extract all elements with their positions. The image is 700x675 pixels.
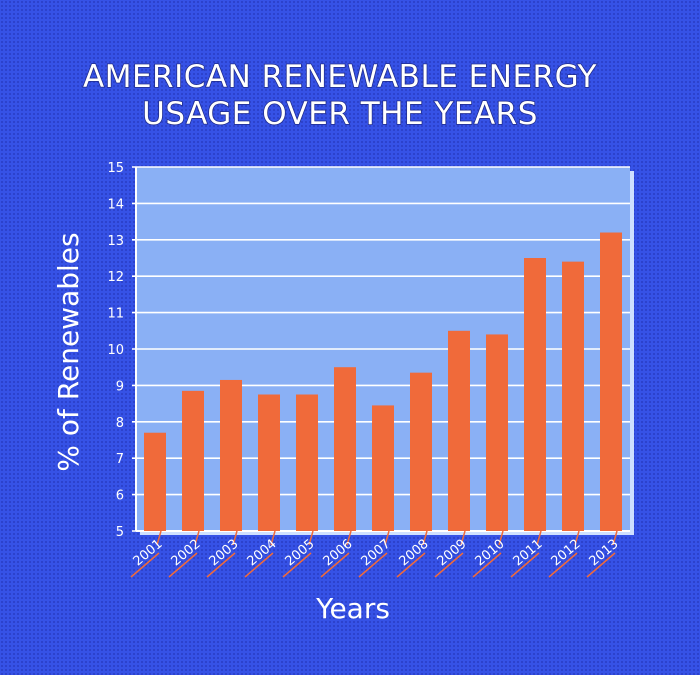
bar-2002: [182, 390, 204, 531]
x-tick-label: 2003: [207, 537, 242, 570]
x-label-underline: [244, 552, 274, 578]
y-tick-label: 14: [107, 197, 124, 212]
x-tick-label: 2011: [511, 537, 546, 570]
x-tick: [194, 530, 200, 546]
x-tick: [460, 530, 466, 546]
bar-2007: [372, 405, 394, 531]
y-tick-label: 11: [107, 307, 124, 322]
x-tick: [574, 530, 580, 546]
x-tick: [270, 530, 276, 546]
x-tick: [422, 530, 428, 546]
chart-title: AMERICAN RENEWABLE ENERGY USAGE OVER THE…: [82, 58, 597, 133]
chart-title-line-1: AMERICAN RENEWABLE ENERGY: [83, 59, 597, 95]
bar-2009: [448, 330, 470, 531]
x-tick-label: 2007: [359, 537, 394, 570]
bar-2013: [600, 232, 622, 531]
y-tick-label: 9: [116, 379, 124, 394]
y-tick-label: 13: [107, 234, 124, 249]
x-tick-label: 2002: [169, 537, 204, 570]
x-tick-label: 2004: [245, 537, 280, 570]
y-axis-title: % of Renewables: [52, 232, 85, 471]
x-label-underline: [472, 552, 502, 578]
x-label-underline: [206, 552, 236, 578]
y-tick-label: 6: [116, 489, 124, 504]
y-tick-label: 10: [107, 343, 124, 358]
y-tick-label: 15: [107, 161, 124, 176]
x-label-underline: [282, 552, 312, 578]
bar-2008: [410, 372, 432, 531]
chart-title-line-2: USAGE OVER THE YEARS: [142, 96, 538, 132]
x-tick: [384, 530, 390, 546]
x-label-underline: [434, 552, 464, 578]
bar-2006: [334, 367, 356, 531]
x-tick-label: 2009: [435, 537, 470, 570]
x-tick-label: 2010: [473, 537, 508, 570]
y-tick-label: 12: [107, 270, 124, 285]
x-tick: [308, 530, 314, 546]
x-axis-title: Years: [315, 592, 390, 625]
x-tick-label: 2008: [397, 537, 432, 570]
y-tick-label: 5: [116, 525, 124, 540]
x-label-underline: [358, 552, 388, 578]
bar-2012: [562, 261, 584, 531]
bar-2001: [144, 432, 166, 531]
x-tick: [232, 530, 238, 546]
bar-2005: [296, 394, 318, 531]
y-tick-label: 8: [116, 416, 124, 431]
bar-2004: [258, 394, 280, 531]
x-tick: [612, 530, 618, 546]
x-label-underline: [168, 552, 198, 578]
x-label-underline: [130, 552, 160, 578]
x-tick-label: 2005: [283, 537, 318, 570]
x-tick: [346, 530, 352, 546]
x-label-underline: [586, 552, 616, 578]
x-label-underline: [548, 552, 578, 578]
x-tick-label: 2001: [131, 537, 166, 570]
bar-2010: [486, 334, 508, 531]
x-tick: [498, 530, 504, 546]
x-tick-label: 2013: [587, 537, 622, 570]
bar-2011: [524, 258, 546, 531]
x-label-underline: [320, 552, 350, 578]
x-label-underline: [396, 552, 426, 578]
x-tick-label: 2012: [549, 537, 584, 570]
bar-2003: [220, 379, 242, 531]
y-tick-label: 7: [116, 452, 124, 467]
x-label-underline: [510, 552, 540, 578]
x-tick: [536, 530, 542, 546]
x-tick-label: 2006: [321, 537, 356, 570]
x-tick: [156, 530, 162, 546]
